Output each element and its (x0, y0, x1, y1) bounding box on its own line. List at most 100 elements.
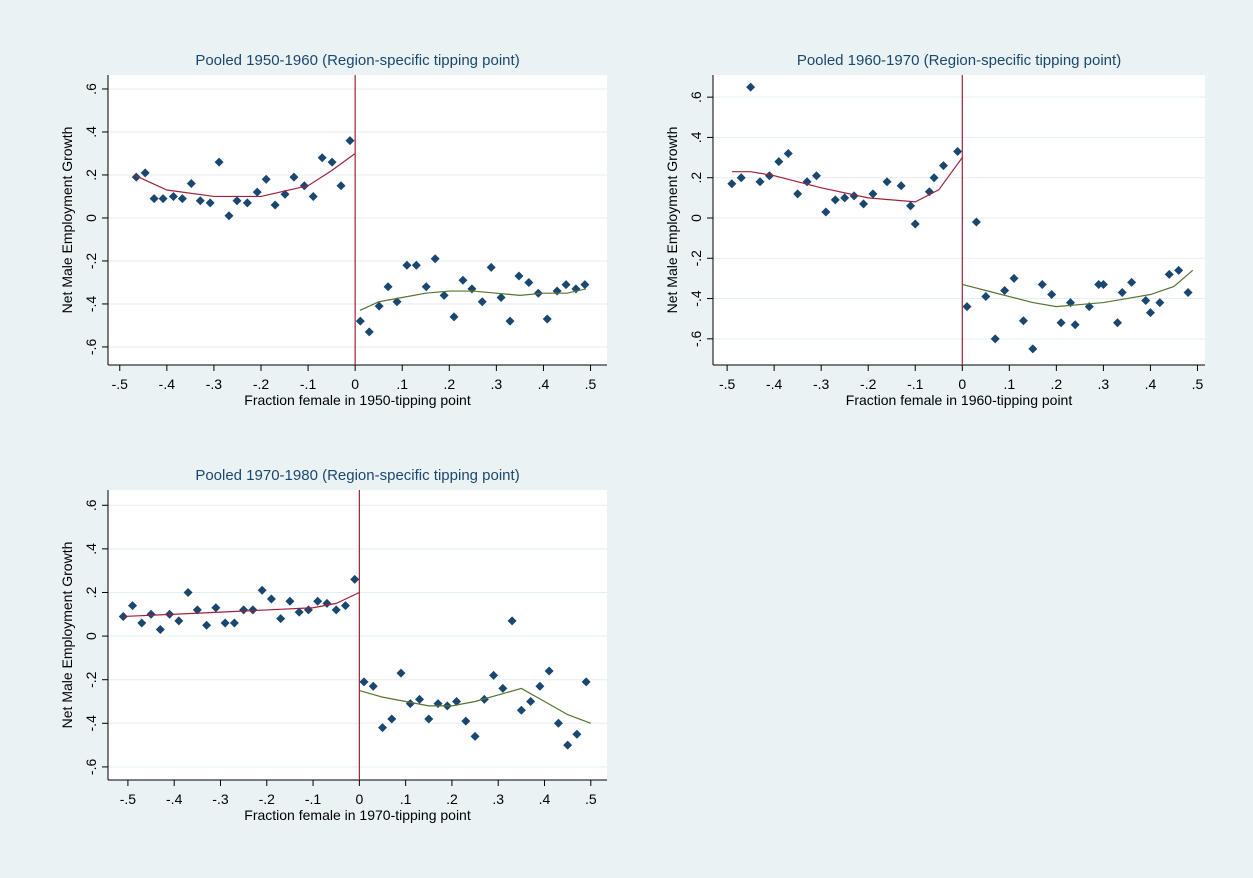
data-point (783, 149, 793, 159)
data-point (962, 302, 972, 312)
y-tick-label: -.4 (688, 290, 704, 307)
data-point (563, 740, 573, 750)
x-axis-label: Fraction female in 1960-tipping point (846, 392, 1073, 408)
data-point (155, 625, 165, 635)
chart-title: Pooled 1950-1960 (Region-specific tippin… (195, 52, 519, 69)
y-tick-label: -.4 (83, 715, 99, 732)
data-point (793, 189, 803, 199)
y-tick-label: -.2 (83, 253, 99, 270)
y-axis-label: Net Male Employment Growth (59, 127, 75, 314)
y-tick-label: -.6 (688, 330, 704, 347)
data-point (561, 280, 571, 290)
data-point (411, 260, 421, 270)
x-tick-label: .1 (400, 791, 412, 807)
data-point (1037, 279, 1047, 289)
plot-area (108, 75, 607, 365)
data-point (516, 705, 526, 715)
data-point (1155, 298, 1165, 308)
fit-line (359, 687, 592, 724)
data-point (746, 82, 756, 92)
y-tick-label: .2 (83, 586, 99, 598)
data-point (177, 194, 187, 204)
data-point (239, 605, 249, 615)
data-point (581, 677, 591, 687)
data-point (489, 670, 499, 680)
x-tick-label: -.2 (259, 791, 276, 807)
x-tick-label: .3 (1098, 376, 1110, 392)
plot-area (713, 75, 1205, 365)
data-point (402, 260, 412, 270)
x-tick-label: -.2 (860, 376, 877, 392)
data-point (383, 282, 393, 292)
data-point (211, 603, 221, 613)
data-point (276, 614, 286, 624)
y-tick-label: .2 (83, 169, 99, 181)
x-tick-label: -.1 (907, 376, 924, 392)
data-point (387, 714, 397, 724)
x-tick-label: .5 (585, 376, 597, 392)
data-point (327, 157, 337, 167)
data-point (308, 191, 318, 201)
data-point (755, 177, 765, 187)
data-point (859, 199, 869, 209)
data-point (294, 607, 304, 617)
y-tick-label: -.2 (83, 671, 99, 688)
data-point (840, 193, 850, 203)
x-tick-label: -.5 (120, 791, 137, 807)
data-point (266, 594, 276, 604)
data-point (214, 157, 224, 167)
data-point (507, 616, 517, 626)
data-point (1047, 290, 1057, 300)
data-point (374, 301, 384, 311)
data-point (252, 187, 262, 197)
data-point (350, 574, 360, 584)
y-tick-label: 0 (83, 214, 99, 222)
data-point (232, 196, 242, 206)
data-point (261, 174, 271, 184)
data-point (229, 618, 239, 628)
data-point (205, 198, 215, 208)
y-tick-label: .4 (688, 131, 704, 143)
data-point (396, 668, 406, 678)
data-point (736, 173, 746, 183)
data-point (140, 168, 150, 178)
data-point (1056, 318, 1066, 328)
data-point (542, 314, 552, 324)
data-point (535, 681, 545, 691)
data-point (149, 194, 159, 204)
data-point (1141, 296, 1151, 306)
data-point (1009, 273, 1019, 283)
data-point (430, 254, 440, 264)
x-tick-label: .1 (396, 376, 408, 392)
y-tick-label: .6 (83, 83, 99, 95)
data-point (299, 181, 309, 191)
y-tick-label: -.4 (83, 296, 99, 313)
x-tick-label: -.5 (719, 376, 736, 392)
data-point (424, 714, 434, 724)
y-axis-label: Net Male Employment Growth (664, 127, 680, 314)
fit-line (123, 591, 360, 618)
data-point (1113, 318, 1123, 328)
x-tick-label: .4 (539, 791, 551, 807)
data-point (289, 172, 299, 182)
data-point (971, 217, 981, 227)
chart-title: Pooled 1960-1970 (Region-specific tippin… (797, 52, 1121, 69)
y-tick-label: .6 (83, 499, 99, 511)
data-point (415, 694, 425, 704)
y-axis-label: Net Male Employment Growth (59, 542, 75, 729)
data-point (368, 681, 378, 691)
y-tick-label: -.6 (83, 759, 99, 776)
data-point (128, 601, 138, 611)
data-point (896, 181, 906, 191)
data-point (524, 277, 534, 287)
data-point (270, 200, 280, 210)
x-tick-label: .5 (585, 791, 597, 807)
y-tick-label: .6 (688, 91, 704, 103)
data-point (1098, 279, 1108, 289)
data-point (981, 292, 991, 302)
data-point (580, 280, 590, 290)
y-tick-label: .4 (83, 126, 99, 138)
y-tick-label: 0 (83, 632, 99, 640)
